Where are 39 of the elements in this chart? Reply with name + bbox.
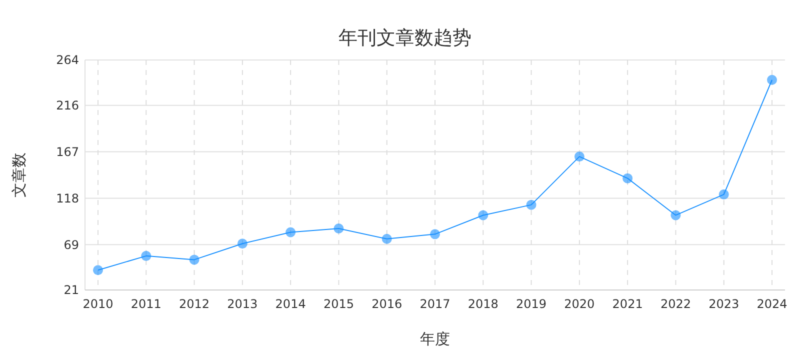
x-tick-label: 2015 bbox=[323, 297, 354, 311]
x-tick-label: 2021 bbox=[612, 297, 643, 311]
x-tick-label: 2017 bbox=[420, 297, 450, 311]
point bbox=[670, 210, 681, 220]
point bbox=[237, 238, 248, 249]
y-tick-label: 118 bbox=[56, 191, 79, 206]
y-tick-label: 21 bbox=[64, 283, 79, 298]
point bbox=[478, 210, 488, 220]
point bbox=[718, 189, 729, 200]
x-tick-label: 2010 bbox=[82, 297, 114, 311]
point bbox=[767, 74, 777, 85]
x-tick-label: 2012 bbox=[179, 297, 210, 311]
point bbox=[286, 227, 296, 238]
x-tick-label: 2014 bbox=[275, 297, 306, 311]
x-tick-label: 2019 bbox=[516, 297, 547, 311]
point bbox=[526, 200, 536, 210]
point bbox=[622, 173, 633, 184]
x-tick-label: 2011 bbox=[130, 297, 162, 311]
x-tick-label: 2013 bbox=[227, 297, 258, 311]
y-tick-label: 264 bbox=[56, 53, 79, 68]
y-tick-label: 69 bbox=[64, 238, 79, 252]
x-tick-label: 2023 bbox=[708, 297, 740, 311]
x-axis-title: 年度 bbox=[420, 330, 450, 348]
y-tick-label: 167 bbox=[56, 145, 79, 160]
point bbox=[574, 152, 584, 162]
y-tick-label: 216 bbox=[56, 98, 79, 113]
y-axis-title: 文章数 bbox=[10, 152, 28, 198]
point bbox=[382, 234, 392, 244]
point bbox=[93, 265, 103, 276]
x-tick-label: 2016 bbox=[372, 297, 402, 311]
x-tick-label: 2024 bbox=[756, 297, 788, 311]
x-tick-label: 2022 bbox=[660, 297, 691, 311]
x-tick-label: 2020 bbox=[564, 297, 595, 311]
chart-title: 年刊文章数趋势 bbox=[338, 27, 472, 49]
point bbox=[189, 254, 200, 265]
point bbox=[141, 250, 152, 261]
x-tick-label: 2018 bbox=[468, 297, 498, 311]
point bbox=[430, 229, 440, 240]
point bbox=[334, 223, 344, 234]
